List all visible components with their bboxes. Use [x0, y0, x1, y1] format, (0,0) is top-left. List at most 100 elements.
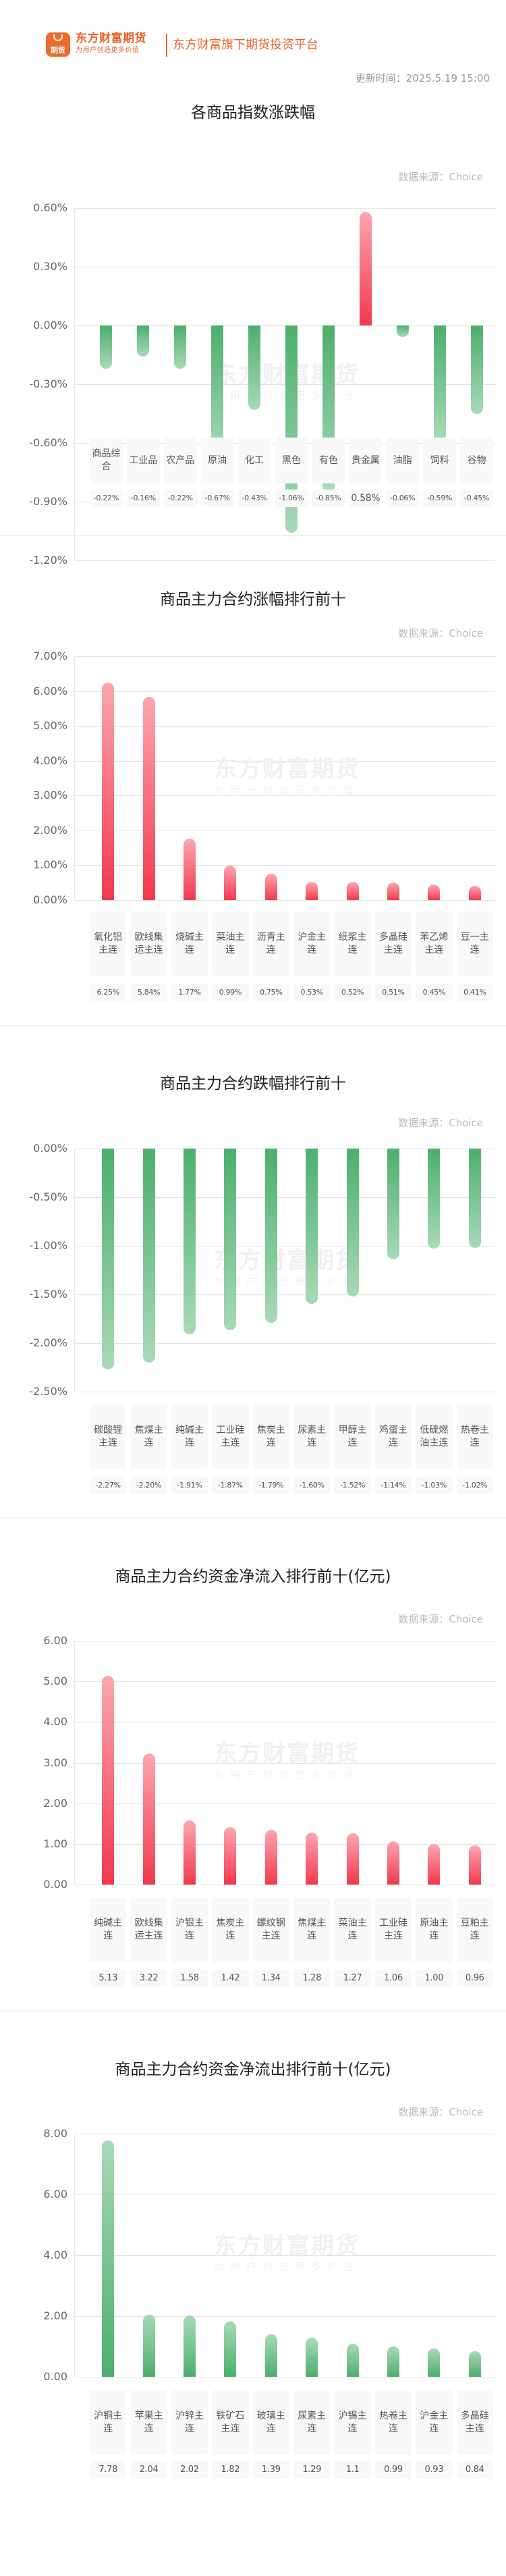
data-source-label: 数据来源：Choice [398, 171, 483, 183]
bar[interactable] [184, 1149, 196, 1335]
category-label: 谷物 [460, 438, 493, 483]
value-label: 5.84% [130, 984, 167, 1001]
category-label: 贵金属 [349, 438, 383, 483]
chart-title: 商品主力合约资金净流出排行前十(亿元) [115, 2061, 391, 2078]
data-source-label: 数据来源：Choice [398, 1613, 483, 1625]
category-label: 黑色 [275, 438, 308, 483]
bar[interactable] [142, 1149, 155, 1363]
bar[interactable] [428, 1843, 441, 1885]
bar[interactable] [346, 882, 359, 900]
bar[interactable] [224, 2321, 237, 2377]
bar[interactable] [224, 865, 237, 900]
bar[interactable] [306, 881, 318, 900]
bar[interactable] [387, 882, 399, 900]
bar[interactable] [224, 1826, 237, 1885]
category-label: 有色 [312, 438, 345, 483]
bar[interactable] [428, 884, 441, 900]
category-label: 纸浆主连 [334, 912, 371, 976]
bar[interactable] [359, 211, 372, 325]
data-source-label: 数据来源：Choice [398, 2106, 483, 2118]
bar[interactable] [264, 1830, 277, 1885]
category-label: 农产品 [163, 438, 197, 483]
bar[interactable] [142, 1754, 155, 1885]
bar[interactable] [428, 2348, 441, 2377]
value-label: -0.45% [460, 490, 493, 507]
bar[interactable] [468, 885, 481, 900]
bar[interactable] [264, 1149, 277, 1323]
bar[interactable] [346, 1833, 359, 1885]
bar[interactable] [433, 325, 446, 442]
update-time: 更新时间：2025.5.19 15:00 [355, 72, 490, 84]
section-divider [0, 1025, 506, 1026]
category-label: 沥青主连 [252, 912, 289, 976]
bar[interactable] [428, 1149, 441, 1249]
bar[interactable] [264, 2334, 277, 2377]
category-label: 纯碱主连 [90, 1897, 127, 1962]
bar[interactable] [184, 2315, 196, 2377]
value-label: -2.20% [130, 1477, 167, 1494]
bar[interactable] [174, 325, 187, 369]
bar[interactable] [346, 2343, 359, 2377]
bar[interactable] [102, 1149, 115, 1369]
bar[interactable] [306, 1149, 318, 1305]
bar[interactable] [137, 325, 150, 357]
bar[interactable] [142, 696, 155, 900]
bar[interactable] [346, 1149, 359, 1296]
bar[interactable] [387, 1149, 399, 1260]
category-label: 工业硅主连 [374, 1897, 412, 1962]
bar[interactable] [142, 2315, 155, 2377]
bar[interactable] [306, 2337, 318, 2377]
bar[interactable] [468, 2351, 481, 2377]
category-label: 豆一主连 [456, 912, 493, 976]
y-axis-tick: 6.00 [43, 2188, 67, 2201]
bar[interactable] [306, 1832, 318, 1885]
category-label: 商品综合 [90, 438, 123, 483]
page-header: 期货 东方财富期货 为用户创造更多价值 东方财富旗下期货投资平台 更新时间：20… [0, 0, 506, 95]
y-axis-tick: 0.00 [43, 1878, 67, 1891]
category-label: 焦煤主连 [130, 1404, 167, 1469]
logo-mark-icon [53, 34, 63, 41]
y-axis-tick: -2.50% [29, 1385, 67, 1398]
category-label: 沪金主连 [416, 2390, 453, 2455]
bar[interactable] [468, 1845, 481, 1885]
brand-logo-icon: 期货 [46, 32, 70, 57]
y-axis-tick: -1.50% [29, 1288, 67, 1300]
y-axis-tick: 3.00% [33, 789, 67, 802]
bar[interactable] [248, 325, 261, 410]
chart-title: 商品主力合约资金净流入排行前十(亿元) [115, 1568, 391, 1585]
bar[interactable] [387, 1841, 399, 1885]
value-label: 1.06 [374, 1970, 412, 1987]
category-label: 菜油主连 [212, 912, 249, 976]
y-axis-tick: 0.00% [33, 319, 67, 332]
bar[interactable] [224, 1149, 237, 1331]
value-label: -0.43% [237, 490, 271, 507]
bar[interactable] [100, 325, 113, 369]
category-label: 苯乙烯主连 [416, 912, 453, 976]
category-label: 饲料 [423, 438, 457, 483]
bar[interactable] [387, 2346, 399, 2377]
bar[interactable] [470, 325, 483, 414]
y-axis-tick: 1.00 [43, 1837, 67, 1850]
value-label: 0.75% [252, 984, 289, 1001]
logo-icon-text: 期货 [51, 46, 65, 55]
chart-title: 商品主力合约涨幅排行前十 [160, 591, 346, 608]
y-axis-tick: 6.00% [33, 684, 67, 698]
bar[interactable] [184, 838, 196, 900]
gridline [75, 384, 495, 385]
value-label: 0.41% [456, 984, 493, 1001]
bar[interactable] [396, 325, 409, 338]
category-label: 多晶硅主连 [374, 912, 412, 976]
category-label: 欧线集运主连 [130, 912, 167, 976]
bar[interactable] [264, 874, 277, 900]
bar[interactable] [102, 2140, 115, 2377]
y-axis-tick: -0.60% [29, 436, 67, 449]
bar[interactable] [102, 1676, 115, 1885]
gridline [75, 560, 495, 561]
bar[interactable] [468, 1149, 481, 1248]
y-axis-tick: 6.00 [43, 1634, 67, 1647]
bar[interactable] [184, 1820, 196, 1885]
y-axis-tick: 8.00 [43, 2127, 67, 2140]
bar[interactable] [102, 682, 115, 900]
gridline [75, 726, 495, 727]
bar[interactable] [211, 325, 224, 457]
